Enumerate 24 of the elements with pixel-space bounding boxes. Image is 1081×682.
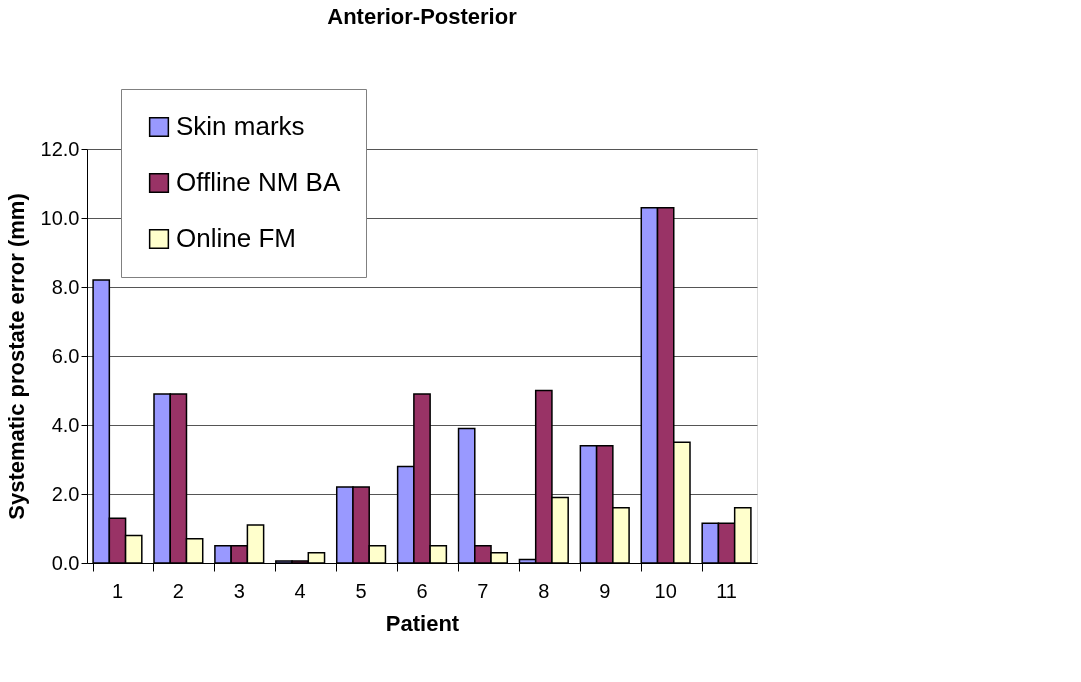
y-tick-label: 8.0 [51, 275, 80, 298]
x-axis-title: Patient [385, 610, 460, 636]
x-tick-label: 11 [716, 579, 737, 602]
x-tick-label: 7 [477, 579, 489, 602]
y-tick-label: 10.0 [40, 206, 80, 229]
x-tick-label: 1 [111, 579, 124, 602]
x-tick-label: 4 [294, 579, 306, 602]
x-tick-label: 9 [599, 579, 611, 602]
chart-title: Anterior-Posterior [327, 3, 518, 29]
y-tick-label: 12.0 [40, 137, 80, 160]
x-tick-label: 10 [654, 579, 677, 602]
x-tick-label: 8 [538, 579, 550, 602]
y-axis-title: Systematic prostate error (mm) [3, 193, 29, 520]
legend-label: Offline NM BA [176, 167, 341, 197]
x-tick-label: 6 [416, 579, 428, 602]
legend-label: Online FM [176, 223, 296, 253]
y-tick-label: 2.0 [51, 482, 80, 505]
legend-label: Skin marks [176, 111, 305, 141]
y-tick-label: 4.0 [51, 413, 80, 436]
y-tick-label: 0.0 [51, 551, 80, 574]
y-tick-label: 6.0 [51, 344, 80, 367]
x-tick-label: 5 [355, 579, 367, 602]
x-tick-label: 2 [172, 579, 184, 602]
x-tick-label: 3 [233, 579, 245, 602]
